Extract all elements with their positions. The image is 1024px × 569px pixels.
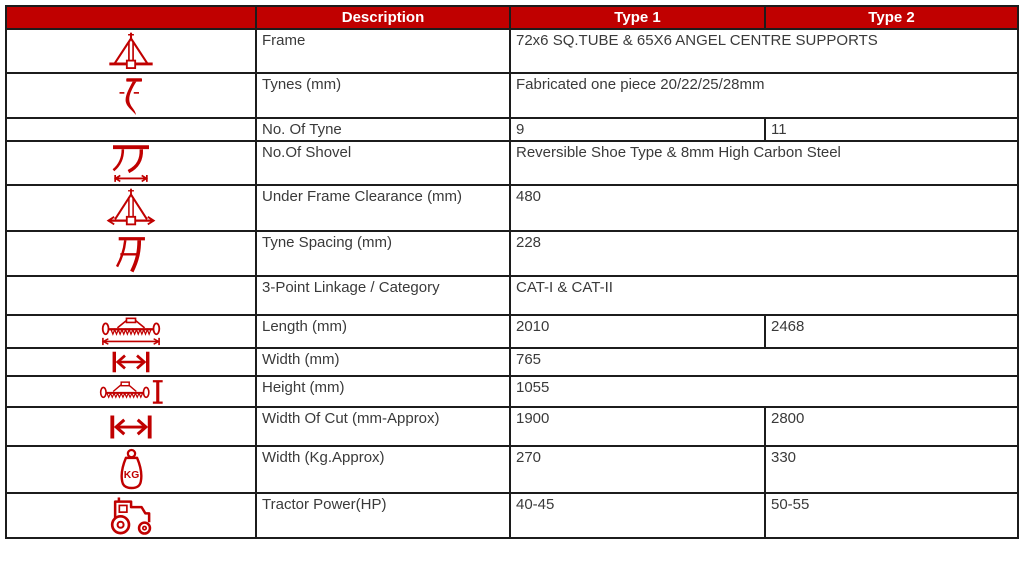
three-point-frame-icon [109,32,153,70]
icon-cell [5,492,257,539]
shovel-icon [112,145,149,183]
width-of-cut-arrow-icon [110,415,152,438]
description-cell: Frame [255,28,511,74]
description-cell: No. Of Tyne [255,117,511,142]
icon-cell [5,28,257,74]
icon-cell: KG [5,445,257,494]
type2-cell: 50-55 [764,492,1019,539]
table-row-width: Width (mm) 765 [5,347,1019,377]
width-arrow-icon [112,351,150,373]
header-icon-column [5,5,257,30]
table-row-tyne-spacing: Tyne Spacing (mm) 228 [5,230,1019,277]
type2-cell: 2468 [764,314,1019,349]
header-type2: Type 2 [764,5,1019,30]
description-cell: Tractor Power(HP) [255,492,511,539]
table-row-no-of-tyne: No. Of Tyne 9 11 [5,117,1019,142]
description-cell: Width Of Cut (mm-Approx) [255,406,511,447]
type1-cell: 9 [509,117,766,142]
description-cell: Under Frame Clearance (mm) [255,184,511,232]
icon-cell [5,72,257,119]
header-type1: Type 1 [509,5,766,30]
value-cell: Fabricated one piece 20/22/25/28mm [509,72,1019,119]
icon-cell [5,314,257,349]
header-row: Description Type 1 Type 2 [5,5,1019,30]
table-row-tractor-power: Tractor Power(HP) 40-45 50-55 [5,492,1019,539]
description-cell: Tynes (mm) [255,72,511,119]
weight-kg-icon: KG [119,448,143,490]
value-cell: CAT-I & CAT-II [509,275,1019,316]
value-cell: 480 [509,184,1019,232]
type2-cell: 11 [764,117,1019,142]
height-icon [99,380,163,404]
table-row-frame: Frame 72x6 SQ.TUBE & 65X6 ANGEL CENTRE S… [5,28,1019,74]
table-row-weight-kg: KG Width (Kg.Approx) 270 330 [5,445,1019,494]
type1-cell: 40-45 [509,492,766,539]
table-row-width-of-cut: Width Of Cut (mm-Approx) 1900 2800 [5,406,1019,447]
icon-cell [5,140,257,186]
icon-cell [5,230,257,277]
table-row-three-point-linkage: 3-Point Linkage / Category CAT-I & CAT-I… [5,275,1019,316]
description-cell: Width (Kg.Approx) [255,445,511,494]
value-cell: 765 [509,347,1019,377]
table-row-length: Length (mm) 2010 2468 [5,314,1019,349]
value-cell: 228 [509,230,1019,277]
value-cell: 72x6 SQ.TUBE & 65X6 ANGEL CENTRE SUPPORT… [509,28,1019,74]
table-row-shovel: No.Of Shovel Reversible Shoe Type & 8mm … [5,140,1019,186]
tractor-icon [110,497,151,535]
kg-icon-label: KG [123,470,138,481]
description-cell: 3-Point Linkage / Category [255,275,511,316]
table-row-under-frame-clearance: Under Frame Clearance (mm) 480 [5,184,1019,232]
length-icon [101,317,161,346]
description-cell: Length (mm) [255,314,511,349]
value-cell: Reversible Shoe Type & 8mm High Carbon S… [509,140,1019,186]
icon-cell [5,375,257,408]
description-cell: Tyne Spacing (mm) [255,230,511,277]
description-cell: Height (mm) [255,375,511,408]
type1-cell: 2010 [509,314,766,349]
icon-cell [5,184,257,232]
description-cell: No.Of Shovel [255,140,511,186]
value-cell: 1055 [509,375,1019,408]
icon-cell-empty [5,275,257,316]
under-frame-clearance-icon [106,188,156,226]
tyne-spacing-icon [115,237,145,273]
type2-cell: 2800 [764,406,1019,447]
table-row-height: Height (mm) 1055 [5,375,1019,408]
icon-cell [5,406,257,447]
tyne-icon [119,78,142,115]
type2-cell: 330 [764,445,1019,494]
header-description: Description [255,5,511,30]
spec-table: Description Type 1 Type 2 Frame 72x6 SQ.… [5,5,1019,539]
icon-cell [5,347,257,377]
table-row-tynes: Tynes (mm) Fabricated one piece 20/22/25… [5,72,1019,119]
description-cell: Width (mm) [255,347,511,377]
type1-cell: 270 [509,445,766,494]
icon-cell-empty [5,117,257,142]
type1-cell: 1900 [509,406,766,447]
